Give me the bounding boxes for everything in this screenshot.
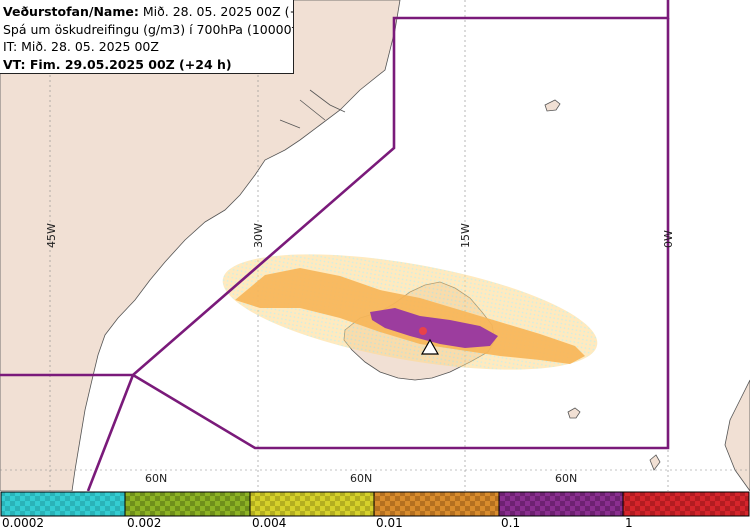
issuer-label: Veðurstofan/Name: [3,4,139,19]
volcano-marker-icon[interactable] [420,338,440,355]
legend-swatch-2 [249,491,375,517]
longitude-label-45w: 45W [45,223,58,248]
legend-tick-0.004: 0.004 [252,516,287,530]
ash-concentration-0.1 [370,308,498,348]
legend-tick-0.0002: 0.0002 [2,516,44,530]
region-boundaries [0,0,670,491]
map-canvas: 45W 30W 15W 0W 60N 60N 60N [0,0,750,491]
issue-time: Mið. 28. 05. 2025 00Z (+24 h) [142,4,293,19]
product-description: Spá um öskudreifingu (g/m3) í 700hPa (10… [3,21,294,37]
longitude-label-30w: 30W [252,223,265,248]
concentration-legend: 0.0002 0.002 0.004 0.01 0.1 1 [0,491,750,532]
legend-swatch-4 [498,491,624,517]
fjord-lines [279,89,346,129]
greenland-landmass [0,0,401,491]
legend-tick-0.01: 0.01 [376,516,403,530]
legend-swatch-5 [622,491,750,517]
island-jan-mayen [544,99,561,112]
latitude-label-60n-2: 60N [350,472,372,485]
longitude-label-0w: 0W [662,230,675,248]
latitude-label-60n-3: 60N [555,472,577,485]
longitude-label-15w: 15W [459,223,472,248]
forecast-info-box: Veðurstofan/Name: Mið. 28. 05. 2025 00Z … [0,0,294,74]
legend-swatch-1 [124,491,251,517]
issuer-line: Veðurstofan/Name: Mið. 28. 05. 2025 00Z … [3,3,293,21]
norway-coast [724,379,750,491]
legend-swatch-0 [0,491,126,517]
latitude-label-60n-1: 60N [145,472,167,485]
shetland-islands [649,454,661,471]
initial-time: IT: Mið. 28. 05. 2025 00Z [3,39,159,54]
faroe-islands [567,407,581,419]
valid-time: VT: Fim. 29.05.2025 00Z (+24 h) [3,56,232,72]
legend-colorbar [0,491,750,517]
legend-tick-0.1: 0.1 [501,516,521,530]
ash-concentration-1 [419,327,427,335]
legend-tick-0.002: 0.002 [127,516,162,530]
legend-tick-1: 1 [625,516,633,530]
legend-swatch-3 [373,491,500,517]
